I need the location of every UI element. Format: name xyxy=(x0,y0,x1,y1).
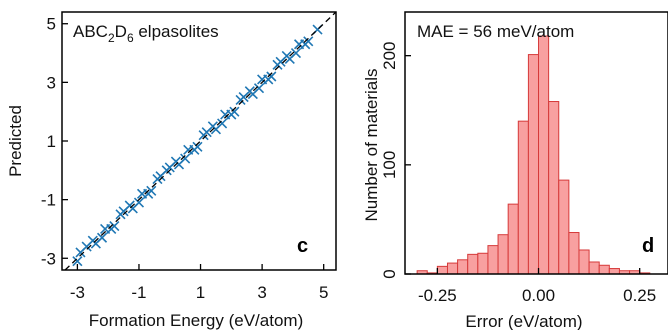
parity-line xyxy=(64,11,337,271)
x-tick-label: 1 xyxy=(196,283,205,302)
scatter-point xyxy=(226,109,237,120)
scatter-x-axis: -3 -1 1 3 5 xyxy=(70,264,328,302)
scatter-point xyxy=(180,153,191,164)
scatter-point xyxy=(253,83,265,94)
scatter-point xyxy=(106,223,117,235)
scatter-point xyxy=(133,197,145,208)
scatter-point xyxy=(272,59,283,70)
histogram-plot-frame xyxy=(404,11,668,275)
x-tick-label: -1 xyxy=(131,283,146,302)
scatter-point xyxy=(143,188,154,199)
y-tick-label: 200 xyxy=(380,41,399,69)
x-tick-label: 0.25 xyxy=(623,286,656,305)
scatter-point xyxy=(189,144,200,155)
scatter-point xyxy=(170,156,181,167)
x-tick-label: 0.00 xyxy=(522,286,555,305)
scatter-panel: -3 -1 1 3 5 -3 -1 1 3 5 ABC2D6 elpasolites c For… xyxy=(6,11,337,330)
histogram-bar xyxy=(457,259,469,275)
y-tick-label: -1 xyxy=(41,191,56,210)
histogram-bar xyxy=(517,120,529,275)
histogram-bar xyxy=(477,252,489,275)
scatter-point xyxy=(217,118,228,129)
y-tick-label: 5 xyxy=(47,15,56,34)
scatter-point xyxy=(124,200,135,211)
scatter-point xyxy=(72,256,83,267)
scatter-points xyxy=(72,24,323,267)
histogram-bar xyxy=(568,232,580,275)
histogram-x-axis: -0.25 0.00 0.25 xyxy=(418,268,656,305)
scatter-point xyxy=(198,130,209,141)
histogram-bar xyxy=(527,54,540,275)
panel-label-c: c xyxy=(297,235,308,257)
scatter-annotation: ABC2D6 elpasolites xyxy=(73,22,219,45)
scatter-point xyxy=(263,74,274,85)
scatter-x-axis-title: Formation Energy (eV/atom) xyxy=(89,311,303,330)
scatter-point xyxy=(235,94,246,106)
x-tick-label: -0.25 xyxy=(418,286,457,305)
scatter-point xyxy=(115,209,126,220)
histogram-bar xyxy=(467,253,479,275)
histogram-bar xyxy=(548,101,560,275)
histogram-bar xyxy=(497,234,509,275)
y-tick-label: -3 xyxy=(41,249,56,268)
scatter-point xyxy=(300,39,311,50)
histogram-bar xyxy=(507,203,519,275)
histogram-y-axis: 0 100 200 xyxy=(380,41,411,279)
scatter-point xyxy=(281,50,292,62)
histogram-bar xyxy=(436,265,448,275)
y-tick-label: 1 xyxy=(47,132,56,151)
histogram-bar xyxy=(538,35,550,275)
scatter-point xyxy=(152,174,163,185)
histogram-bar xyxy=(608,268,620,275)
histogram-bar xyxy=(446,262,459,275)
histogram-bar xyxy=(578,249,590,275)
scatter-point xyxy=(244,86,255,97)
x-tick-label: -3 xyxy=(70,283,85,302)
histogram-y-axis-title: Number of materials xyxy=(362,68,381,221)
scatter-point xyxy=(207,121,218,132)
x-tick-label: 5 xyxy=(319,283,328,302)
x-tick-label: 3 xyxy=(257,283,266,302)
y-tick-label: 0 xyxy=(380,269,399,278)
scatter-point xyxy=(290,47,302,59)
histogram-bar xyxy=(487,245,499,275)
histogram-annotation: MAE = 56 meV/atom xyxy=(417,22,574,41)
histogram-bar xyxy=(558,179,570,275)
histogram-bar xyxy=(588,261,600,275)
histogram-x-axis-title: Error (eV/atom) xyxy=(465,312,582,330)
histogram-bar xyxy=(598,264,610,275)
y-tick-label: 100 xyxy=(380,151,399,179)
scatter-y-axis-title: Predicted xyxy=(6,105,25,177)
scatter-point xyxy=(96,232,108,243)
histogram-bars xyxy=(416,35,651,275)
scatter-point xyxy=(87,235,98,246)
y-tick-label: 3 xyxy=(47,73,56,92)
scatter-point xyxy=(161,165,172,176)
panel-label-d: d xyxy=(642,235,654,257)
scatter-y-axis: -3 -1 1 3 5 xyxy=(41,15,68,268)
scatter-point xyxy=(75,247,86,258)
